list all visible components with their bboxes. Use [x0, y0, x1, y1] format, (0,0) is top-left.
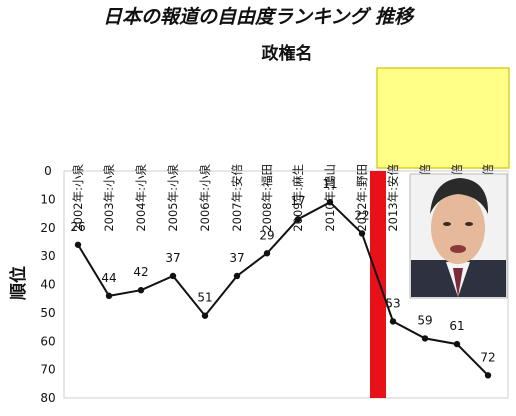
category-label: 2004年:小泉: [134, 164, 148, 232]
category-label: 2010年:鳩山: [323, 164, 337, 232]
y-tick-label: 60: [40, 334, 55, 348]
data-point: [484, 372, 492, 379]
y-tick-label: 50: [40, 306, 55, 320]
category-label: 2005年:小泉: [166, 164, 180, 232]
data-label: 26: [70, 220, 85, 234]
y-ticks: 0 10 20 30 40 50 60 70 80: [40, 164, 55, 405]
plot-frame: [63, 170, 509, 399]
data-point: [453, 340, 461, 348]
data-point: [201, 312, 209, 319]
data-label: 53: [385, 296, 400, 310]
category-label: 2007年:安倍: [230, 164, 244, 232]
y-tick-label: 40: [40, 278, 55, 292]
category-label: 2012年:野田: [355, 164, 369, 232]
data-label: 17: [290, 194, 305, 208]
data-point: [263, 250, 271, 257]
category-label: 2006年:小泉: [198, 164, 212, 232]
data-point: [74, 241, 82, 248]
highlight-box: [376, 67, 510, 169]
data-label: 51: [197, 291, 212, 305]
data-point: [105, 292, 113, 300]
data-label: 22: [354, 208, 369, 222]
data-point: [294, 216, 302, 223]
y-tick-label: 0: [44, 164, 52, 178]
chart-title: 日本の報道の自由度ランキング 推移: [103, 6, 416, 28]
category-label: 2003年:小泉: [102, 164, 116, 232]
y-tick-label: 20: [40, 221, 55, 235]
data-labels: 26 44 42 37 51 37 29 17 11 22 53 59 61 72: [70, 177, 495, 364]
administration-divider: [370, 171, 386, 398]
chart-subtitle: 政権名: [262, 43, 313, 64]
data-point: [358, 230, 366, 237]
y-tick-label: 10: [40, 192, 55, 206]
data-label: 37: [165, 251, 180, 265]
data-label: 42: [133, 265, 148, 279]
data-label: 61: [449, 319, 464, 333]
y-tick-label: 30: [40, 249, 55, 263]
series-line: [77, 200, 489, 377]
data-point: [169, 272, 177, 280]
y-tick-label: 70: [40, 363, 55, 377]
category-label: 2013年:安倍: [386, 164, 400, 232]
data-point: [233, 272, 241, 280]
y-tick-label: 80: [40, 391, 55, 405]
data-points: [74, 199, 492, 379]
category-label: 2002年:小泉: [71, 164, 85, 232]
category-label: 2008年:福田: [260, 164, 274, 232]
data-label: 72: [480, 350, 495, 364]
category-label: 2009年:麻生: [291, 164, 305, 232]
data-point: [137, 286, 145, 294]
data-label: 11: [322, 177, 337, 191]
data-point: [389, 318, 397, 325]
portrait-photo: [409, 173, 508, 299]
data-label: 59: [417, 313, 432, 327]
data-point: [326, 199, 334, 206]
data-label: 29: [259, 228, 274, 242]
data-point: [421, 335, 429, 342]
data-label: 37: [229, 251, 244, 265]
y-axis-label: 順位: [8, 266, 29, 300]
data-label: 44: [101, 271, 116, 285]
